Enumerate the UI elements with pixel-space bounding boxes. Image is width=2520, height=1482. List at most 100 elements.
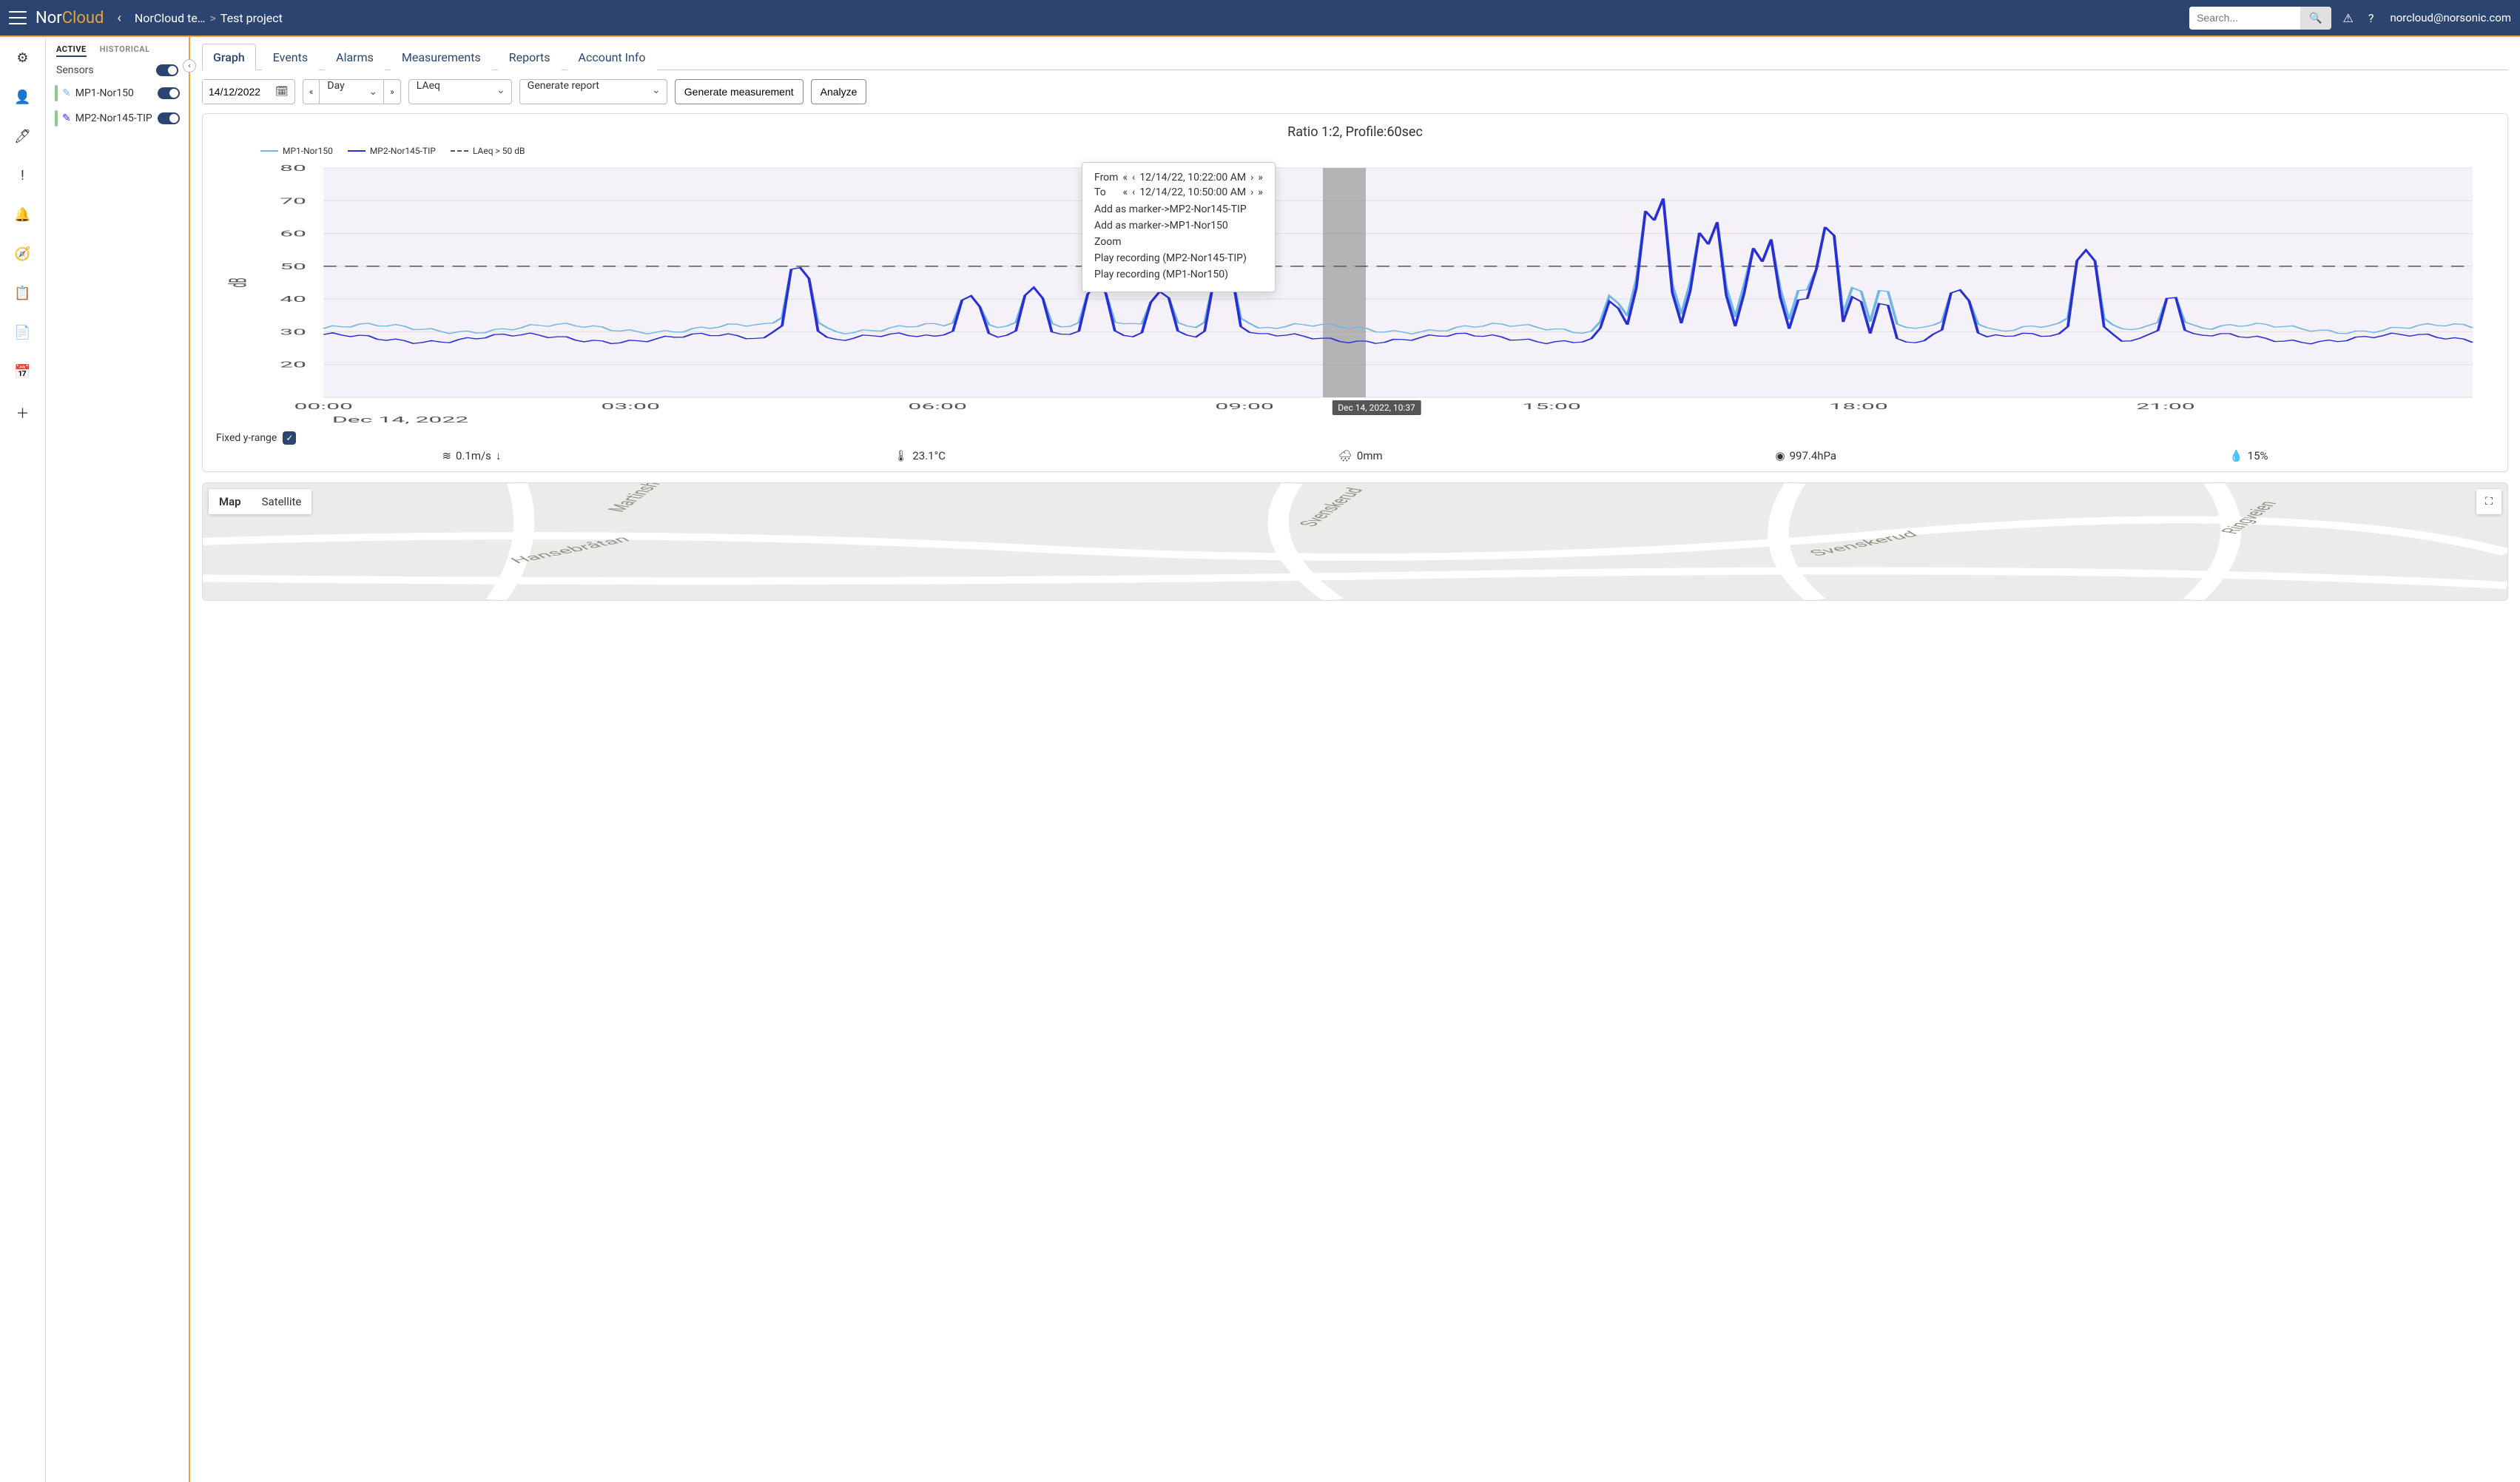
generate-measurement-button[interactable]: Generate measurement (675, 79, 803, 104)
content-area: GraphEventsAlarmsMeasurementsReportsAcco… (190, 37, 2520, 1482)
popup-from-prev-icon[interactable]: ‹ (1132, 172, 1135, 183)
popup-action[interactable]: Play recording (MP1-Nor150) (1094, 266, 1263, 283)
rail-icon-0[interactable]: ⚙ (16, 50, 28, 66)
sensor-row[interactable]: ✎ MP1-Nor150 (52, 81, 183, 106)
chart-title: Ratio 1:2, Profile:60sec (216, 124, 2494, 140)
popup-action[interactable]: Zoom (1094, 234, 1263, 250)
svg-text:03:00: 03:00 (601, 402, 660, 411)
range-next-icon[interactable]: » (383, 80, 400, 104)
fixed-y-checkbox[interactable]: ✓ (283, 431, 296, 445)
range-stepper: « Day ⌄ » (303, 79, 401, 104)
popup-to-prev-icon[interactable]: ‹ (1132, 186, 1135, 198)
tab-reports[interactable]: Reports (498, 44, 562, 70)
chart-legend: MP1-Nor150 MP2-Nor145-TIP LAeq > 50 dB (216, 146, 2494, 156)
report-select[interactable]: Generate report (520, 80, 617, 104)
svg-text:09:00: 09:00 (1215, 402, 1274, 411)
chart-tooltip: Dec 14, 2022, 10:37 (1332, 400, 1421, 415)
sensor-tabs: ACTIVE HISTORICAL (52, 44, 183, 57)
rail-icon-1[interactable]: 👤 (14, 90, 30, 105)
metric-select-wrap: LAeq (408, 79, 512, 104)
popup-to-value: 12/14/22, 10:50:00 AM (1139, 186, 1246, 198)
search-button[interactable]: 🔍 (2300, 7, 2331, 30)
chevron-down-icon: ⌄ (363, 86, 383, 98)
calendar-icon[interactable]: 🗓 (269, 86, 294, 98)
sensor-tab-active[interactable]: ACTIVE (56, 44, 87, 57)
tab-account-info[interactable]: Account Info (567, 44, 657, 70)
user-email[interactable]: norcloud@norsonic.com (2385, 11, 2511, 24)
legend-item[interactable]: MP2-Nor145-TIP (348, 146, 436, 156)
collapse-panel-icon[interactable]: ‹ (183, 59, 196, 73)
popup-to-fwd-icon[interactable]: » (1258, 186, 1263, 198)
popup-from-fwd-icon[interactable]: » (1258, 172, 1263, 183)
date-input[interactable] (203, 80, 269, 104)
humidity-icon: 💧 (2229, 449, 2243, 462)
rail-icon-9[interactable]: ＋ (16, 403, 30, 422)
tab-alarms[interactable]: Alarms (325, 44, 385, 70)
help-icon[interactable]: ? (2365, 11, 2377, 25)
analyze-button[interactable]: Analyze (811, 79, 867, 104)
sensor-toggle[interactable] (158, 87, 180, 99)
fixed-y-label: Fixed y-range (216, 432, 277, 444)
breadcrumb-sep: > (210, 11, 216, 25)
popup-from-rewind-icon[interactable]: « (1122, 172, 1128, 183)
rail-icon-3[interactable]: ! (21, 168, 24, 183)
popup-to-rewind-icon[interactable]: « (1122, 186, 1128, 198)
sensor-row[interactable]: ✎ MP2-Nor145-TIP (52, 106, 183, 131)
popup-action[interactable]: Play recording (MP2-Nor145-TIP) (1094, 250, 1263, 266)
svg-text:30: 30 (280, 327, 306, 337)
logo[interactable]: NorCloud (36, 9, 104, 27)
svg-text:40: 40 (280, 294, 306, 304)
svg-text:dB: dB (224, 277, 252, 287)
search-input[interactable] (2189, 7, 2300, 29)
sensor-icon: ✎ (62, 112, 71, 124)
sensor-tab-historical[interactable]: HISTORICAL (100, 44, 150, 57)
map-card[interactable]: MartinshaugHansebråtanSvenskerudSvensker… (202, 482, 2508, 601)
selection-popup: From « ‹ 12/14/22, 10:22:00 AM › » To « … (1082, 162, 1276, 292)
chart-area[interactable]: 20304050607080dB00:0003:0006:0009:0015:0… (216, 161, 2494, 427)
legend-label: LAeq > 50 dB (473, 146, 525, 156)
popup-to-next-icon[interactable]: › (1250, 186, 1253, 198)
rail-icon-7[interactable]: 📄 (14, 325, 30, 340)
warning-icon[interactable]: ⚠ (2340, 11, 2356, 25)
pressure-icon: ◉ (1776, 449, 1785, 462)
svg-text:18:00: 18:00 (1829, 402, 1888, 411)
legend-label: MP1-Nor150 (283, 146, 333, 156)
sensor-status-bar (55, 85, 58, 101)
rail-icon-2[interactable]: 🖊 (14, 129, 31, 144)
rail-icon-4[interactable]: 🔔 (14, 207, 30, 223)
menu-icon[interactable] (9, 11, 27, 24)
breadcrumb-current[interactable]: Test project (220, 11, 283, 25)
back-icon[interactable]: ‹ (112, 10, 125, 26)
tab-graph[interactable]: Graph (202, 44, 256, 70)
top-bar: NorCloud ‹ NorCloud te… > Test project 🔍… (0, 0, 2520, 36)
range-select[interactable]: Day (320, 80, 363, 104)
wind-dir-icon: ↓ (496, 449, 502, 462)
rail-icon-6[interactable]: 📋 (14, 286, 30, 301)
sensor-toggle[interactable] (158, 112, 180, 124)
popup-to-label: To (1094, 186, 1106, 198)
sensors-toggle-all[interactable] (156, 64, 178, 76)
map-tab-satellite[interactable]: Satellite (252, 489, 312, 514)
temp-icon: 🌡 (894, 449, 908, 462)
legend-item[interactable]: LAeq > 50 dB (451, 146, 525, 156)
rail-icon-5[interactable]: 🧭 (14, 246, 30, 262)
chart-card: Ratio 1:2, Profile:60sec MP1-Nor150 MP2-N… (202, 113, 2508, 472)
popup-action[interactable]: Add as marker->MP2-Nor145-TIP (1094, 201, 1263, 218)
svg-text:00:00: 00:00 (294, 402, 353, 411)
svg-text:20: 20 (280, 360, 306, 370)
rail-icon-8[interactable]: 📅 (14, 364, 30, 380)
popup-from-next-icon[interactable]: › (1250, 172, 1253, 183)
sensor-list: ✎ MP1-Nor150 ✎ MP2-Nor145-TIP (52, 81, 183, 131)
tab-events[interactable]: Events (262, 44, 319, 70)
fullscreen-icon[interactable]: ⛶ (2476, 489, 2502, 514)
breadcrumb-parent[interactable]: NorCloud te… (135, 11, 206, 25)
map-tab-map[interactable]: Map (209, 489, 252, 514)
svg-text:15:00: 15:00 (1522, 402, 1581, 411)
range-prev-icon[interactable]: « (303, 80, 320, 104)
popup-action[interactable]: Add as marker->MP1-Nor150 (1094, 218, 1263, 234)
tab-measurements[interactable]: Measurements (391, 44, 492, 70)
sensor-status-bar (55, 110, 58, 127)
svg-text:Dec 14, 2022: Dec 14, 2022 (332, 415, 468, 425)
metric-select[interactable]: LAeq (409, 80, 458, 104)
legend-item[interactable]: MP1-Nor150 (260, 146, 333, 156)
